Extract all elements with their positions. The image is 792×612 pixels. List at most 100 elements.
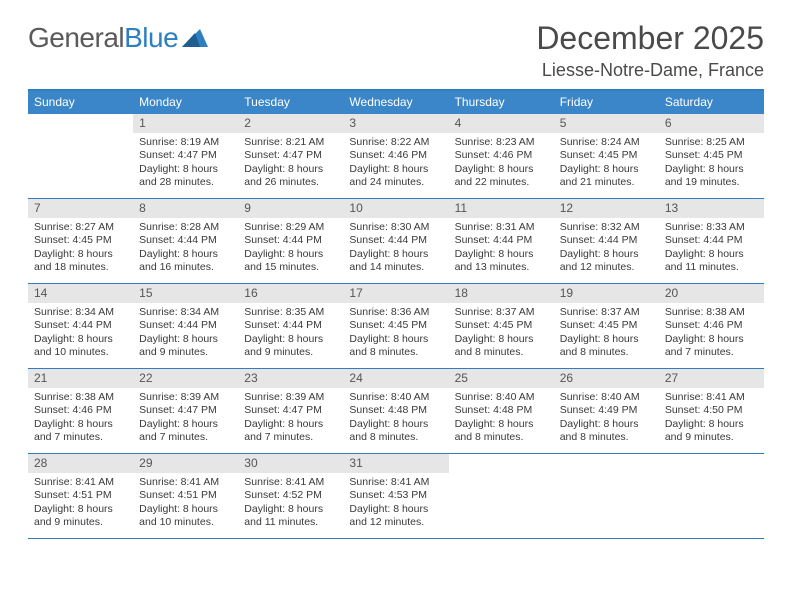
- day-daylight2: and 7 minutes.: [34, 431, 127, 444]
- dow-wednesday: Wednesday: [343, 91, 448, 114]
- day-sunset: Sunset: 4:48 PM: [455, 404, 548, 417]
- day-cell: 31Sunrise: 8:41 AMSunset: 4:53 PMDayligh…: [343, 454, 448, 538]
- dow-sunday: Sunday: [28, 91, 133, 114]
- day-cell: 24Sunrise: 8:40 AMSunset: 4:48 PMDayligh…: [343, 369, 448, 453]
- day-sunset: Sunset: 4:51 PM: [139, 489, 232, 502]
- day-daylight1: Daylight: 8 hours: [244, 503, 337, 516]
- header: GeneralBlue December 2025 Liesse-Notre-D…: [28, 22, 764, 81]
- day-cell: 1Sunrise: 8:19 AMSunset: 4:47 PMDaylight…: [133, 114, 238, 198]
- logo-triangle-icon: [182, 22, 208, 54]
- day-daylight1: Daylight: 8 hours: [34, 248, 127, 261]
- day-cell: 13Sunrise: 8:33 AMSunset: 4:44 PMDayligh…: [659, 199, 764, 283]
- day-daylight1: Daylight: 8 hours: [244, 333, 337, 346]
- day-daylight1: Daylight: 8 hours: [560, 248, 653, 261]
- day-daylight2: and 28 minutes.: [139, 176, 232, 189]
- day-sunset: Sunset: 4:44 PM: [665, 234, 758, 247]
- day-body: Sunrise: 8:35 AMSunset: 4:44 PMDaylight:…: [238, 303, 343, 366]
- day-sunset: Sunset: 4:47 PM: [244, 404, 337, 417]
- day-daylight1: Daylight: 8 hours: [244, 248, 337, 261]
- day-daylight1: Daylight: 8 hours: [34, 333, 127, 346]
- day-sunrise: Sunrise: 8:41 AM: [665, 391, 758, 404]
- day-cell: 3Sunrise: 8:22 AMSunset: 4:46 PMDaylight…: [343, 114, 448, 198]
- day-cell: 28Sunrise: 8:41 AMSunset: 4:51 PMDayligh…: [28, 454, 133, 538]
- day-daylight1: Daylight: 8 hours: [349, 248, 442, 261]
- day-sunrise: Sunrise: 8:41 AM: [349, 476, 442, 489]
- day-sunset: Sunset: 4:44 PM: [244, 319, 337, 332]
- day-sunset: Sunset: 4:44 PM: [349, 234, 442, 247]
- day-number: 31: [343, 454, 448, 473]
- day-sunset: Sunset: 4:44 PM: [139, 319, 232, 332]
- day-number: 18: [449, 284, 554, 303]
- day-sunrise: Sunrise: 8:34 AM: [34, 306, 127, 319]
- day-sunset: Sunset: 4:50 PM: [665, 404, 758, 417]
- day-sunrise: Sunrise: 8:25 AM: [665, 136, 758, 149]
- day-daylight2: and 9 minutes.: [665, 431, 758, 444]
- day-sunrise: Sunrise: 8:27 AM: [34, 221, 127, 234]
- day-number: 19: [554, 284, 659, 303]
- day-daylight2: and 8 minutes.: [349, 431, 442, 444]
- day-daylight1: Daylight: 8 hours: [665, 418, 758, 431]
- day-sunrise: Sunrise: 8:38 AM: [34, 391, 127, 404]
- day-body: Sunrise: 8:39 AMSunset: 4:47 PMDaylight:…: [238, 388, 343, 451]
- dow-monday: Monday: [133, 91, 238, 114]
- day-cell: 16Sunrise: 8:35 AMSunset: 4:44 PMDayligh…: [238, 284, 343, 368]
- day-daylight1: Daylight: 8 hours: [560, 333, 653, 346]
- day-daylight2: and 8 minutes.: [455, 346, 548, 359]
- day-sunset: Sunset: 4:45 PM: [560, 319, 653, 332]
- day-daylight1: Daylight: 8 hours: [139, 248, 232, 261]
- day-daylight1: Daylight: 8 hours: [455, 248, 548, 261]
- day-sunset: Sunset: 4:47 PM: [139, 404, 232, 417]
- day-number: 3: [343, 114, 448, 133]
- day-body: Sunrise: 8:24 AMSunset: 4:45 PMDaylight:…: [554, 133, 659, 196]
- day-daylight2: and 19 minutes.: [665, 176, 758, 189]
- day-cell: 20Sunrise: 8:38 AMSunset: 4:46 PMDayligh…: [659, 284, 764, 368]
- day-number: 16: [238, 284, 343, 303]
- brand-part2: Blue: [124, 22, 178, 54]
- day-sunrise: Sunrise: 8:28 AM: [139, 221, 232, 234]
- day-body: Sunrise: 8:41 AMSunset: 4:51 PMDaylight:…: [28, 473, 133, 536]
- day-cell: 22Sunrise: 8:39 AMSunset: 4:47 PMDayligh…: [133, 369, 238, 453]
- day-daylight2: and 10 minutes.: [139, 516, 232, 529]
- calendar-table: Sunday Monday Tuesday Wednesday Thursday…: [28, 89, 764, 539]
- day-sunrise: Sunrise: 8:31 AM: [455, 221, 548, 234]
- day-sunrise: Sunrise: 8:40 AM: [349, 391, 442, 404]
- day-sunset: Sunset: 4:45 PM: [455, 319, 548, 332]
- day-number: 4: [449, 114, 554, 133]
- day-daylight2: and 9 minutes.: [34, 516, 127, 529]
- day-daylight2: and 11 minutes.: [665, 261, 758, 274]
- day-daylight1: Daylight: 8 hours: [34, 503, 127, 516]
- day-number: 9: [238, 199, 343, 218]
- day-number: 23: [238, 369, 343, 388]
- day-cell: 19Sunrise: 8:37 AMSunset: 4:45 PMDayligh…: [554, 284, 659, 368]
- day-sunrise: Sunrise: 8:40 AM: [560, 391, 653, 404]
- day-body: Sunrise: 8:31 AMSunset: 4:44 PMDaylight:…: [449, 218, 554, 281]
- day-sunset: Sunset: 4:44 PM: [244, 234, 337, 247]
- day-body: Sunrise: 8:23 AMSunset: 4:46 PMDaylight:…: [449, 133, 554, 196]
- day-daylight1: Daylight: 8 hours: [139, 503, 232, 516]
- day-sunrise: Sunrise: 8:38 AM: [665, 306, 758, 319]
- day-daylight1: Daylight: 8 hours: [349, 333, 442, 346]
- day-cell: 23Sunrise: 8:39 AMSunset: 4:47 PMDayligh…: [238, 369, 343, 453]
- day-daylight2: and 9 minutes.: [139, 346, 232, 359]
- dow-thursday: Thursday: [449, 91, 554, 114]
- day-body: Sunrise: 8:27 AMSunset: 4:45 PMDaylight:…: [28, 218, 133, 281]
- day-daylight2: and 13 minutes.: [455, 261, 548, 274]
- day-sunrise: Sunrise: 8:39 AM: [244, 391, 337, 404]
- day-sunset: Sunset: 4:46 PM: [665, 319, 758, 332]
- day-daylight1: Daylight: 8 hours: [244, 418, 337, 431]
- day-cell: 2Sunrise: 8:21 AMSunset: 4:47 PMDaylight…: [238, 114, 343, 198]
- day-sunrise: Sunrise: 8:33 AM: [665, 221, 758, 234]
- dow-tuesday: Tuesday: [238, 91, 343, 114]
- day-cell: 11Sunrise: 8:31 AMSunset: 4:44 PMDayligh…: [449, 199, 554, 283]
- day-daylight2: and 11 minutes.: [244, 516, 337, 529]
- title-block: December 2025 Liesse-Notre-Dame, France: [536, 22, 764, 81]
- day-cell: 9Sunrise: 8:29 AMSunset: 4:44 PMDaylight…: [238, 199, 343, 283]
- day-daylight2: and 22 minutes.: [455, 176, 548, 189]
- day-sunrise: Sunrise: 8:39 AM: [139, 391, 232, 404]
- day-sunset: Sunset: 4:44 PM: [560, 234, 653, 247]
- calendar-page: GeneralBlue December 2025 Liesse-Notre-D…: [0, 0, 792, 612]
- day-number: 1: [133, 114, 238, 133]
- day-cell: 27Sunrise: 8:41 AMSunset: 4:50 PMDayligh…: [659, 369, 764, 453]
- day-sunrise: Sunrise: 8:21 AM: [244, 136, 337, 149]
- day-body: Sunrise: 8:32 AMSunset: 4:44 PMDaylight:…: [554, 218, 659, 281]
